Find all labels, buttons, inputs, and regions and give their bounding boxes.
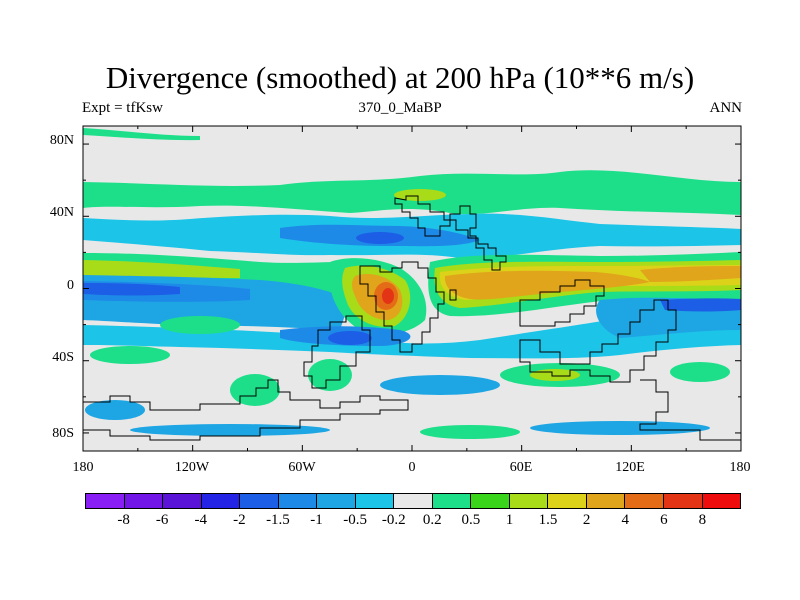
colorbar-segment — [124, 494, 164, 508]
x-tick-120e: 120E — [615, 460, 645, 475]
y-tick-80n: 80N — [49, 133, 74, 148]
colorbar-label: 8 — [698, 512, 707, 528]
contour-indian-orange — [444, 270, 650, 300]
contour-south-green-11 — [420, 425, 520, 439]
experiment-label: Expt = tfKsw — [82, 100, 163, 116]
x-tick-180w: 180 — [72, 460, 94, 475]
x-tick-180e: 180 — [729, 460, 751, 475]
contour-south-blue-10 — [530, 421, 710, 435]
axis-ticks — [82, 126, 742, 451]
contour-south-blue-5 — [380, 375, 500, 395]
colorbar-segment — [548, 494, 587, 508]
y-tick-80s: 80S — [52, 426, 74, 441]
colorbar-label: -1 — [310, 512, 323, 528]
contour-south-green-1 — [160, 316, 240, 334]
colorbar-label: -0.2 — [381, 512, 406, 528]
coastline-far-south — [639, 379, 741, 441]
contour-south-green-6 — [230, 374, 280, 406]
colorbar-segment — [278, 494, 318, 508]
contour-se-pacific-darkblue — [660, 298, 741, 312]
colorbar-label: 1.5 — [538, 512, 558, 528]
contour-dark-blue-north — [356, 232, 404, 244]
coastlines — [83, 195, 741, 441]
colorbar-label: 2 — [582, 512, 591, 528]
coastline-north-continent — [394, 195, 507, 271]
colorbar-label: 1 — [505, 512, 514, 528]
colorbar-segment — [663, 494, 703, 508]
coastline-small-island — [449, 289, 457, 301]
colorbar-segment — [625, 494, 664, 508]
contour-field — [83, 128, 741, 439]
contour-south-blue-8 — [85, 400, 145, 420]
contour-south-blue-9 — [130, 424, 330, 436]
colorbar-label: -0.5 — [343, 512, 367, 528]
y-tick-40n: 40N — [49, 205, 74, 220]
y-tick-40s: 40S — [52, 350, 74, 365]
contour-equator-darkblue — [83, 283, 180, 296]
colorbar-segment — [394, 494, 433, 508]
colorbar-label: 0.2 — [422, 512, 442, 528]
contour-atlantic-red-core — [382, 288, 394, 304]
contour-south-green-7 — [308, 359, 352, 391]
x-tick-120w: 120W — [174, 460, 210, 475]
contour-wave-north — [83, 128, 200, 141]
colorbar-segment — [471, 494, 510, 508]
colorbar-label: 0.5 — [461, 512, 481, 528]
figure-title: Divergence (smoothed) at 200 hPa (10**6 … — [105, 60, 695, 95]
x-tick-0: 0 — [408, 460, 416, 475]
contour-south-yellow-3 — [530, 369, 580, 381]
y-tick-0: 0 — [67, 278, 74, 293]
coastline-australia-like — [519, 299, 677, 383]
colorbar-segment — [163, 494, 202, 508]
x-tick-60e: 60E — [509, 460, 533, 475]
contour-equator-yellow-left — [83, 260, 240, 278]
coastline-west-africa — [359, 261, 445, 353]
colorbar-segment — [432, 494, 472, 508]
x-tick-60w: 60W — [288, 460, 316, 475]
colorbar-segment — [509, 494, 549, 508]
colorbar-label: 4 — [621, 512, 629, 528]
colorbar-label: 6 — [660, 512, 668, 528]
colorbar-segment — [317, 494, 356, 508]
colorbar-segment — [702, 494, 741, 508]
colorbar-label: -2 — [233, 512, 246, 528]
contour-south-green-2 — [90, 346, 170, 364]
colorbar-segment — [201, 494, 241, 508]
colorbar-label: -8 — [117, 512, 130, 528]
time-period-label: 370_0_MaBP — [358, 100, 442, 116]
colorbar-label: -6 — [155, 512, 169, 528]
coastline-south-america — [303, 315, 371, 389]
colorbar-segment — [240, 494, 279, 508]
colorbar-segment — [586, 494, 626, 508]
contour-pacific-orange — [640, 266, 741, 282]
coastline-south-continent — [83, 379, 409, 441]
colorbar — [85, 493, 741, 509]
colorbar-segment — [355, 494, 395, 508]
colorbar-segment — [86, 494, 125, 508]
contour-southern-blue — [83, 305, 741, 359]
colorbar-label: -4 — [194, 512, 208, 528]
coastline-asia-east — [519, 279, 605, 327]
contour-south-green-4 — [670, 362, 730, 382]
colorbar-label: -1.5 — [266, 512, 290, 528]
contour-yellow-north — [394, 189, 446, 201]
contour-southern-darkblue — [328, 331, 372, 345]
season-label: ANN — [709, 100, 743, 116]
